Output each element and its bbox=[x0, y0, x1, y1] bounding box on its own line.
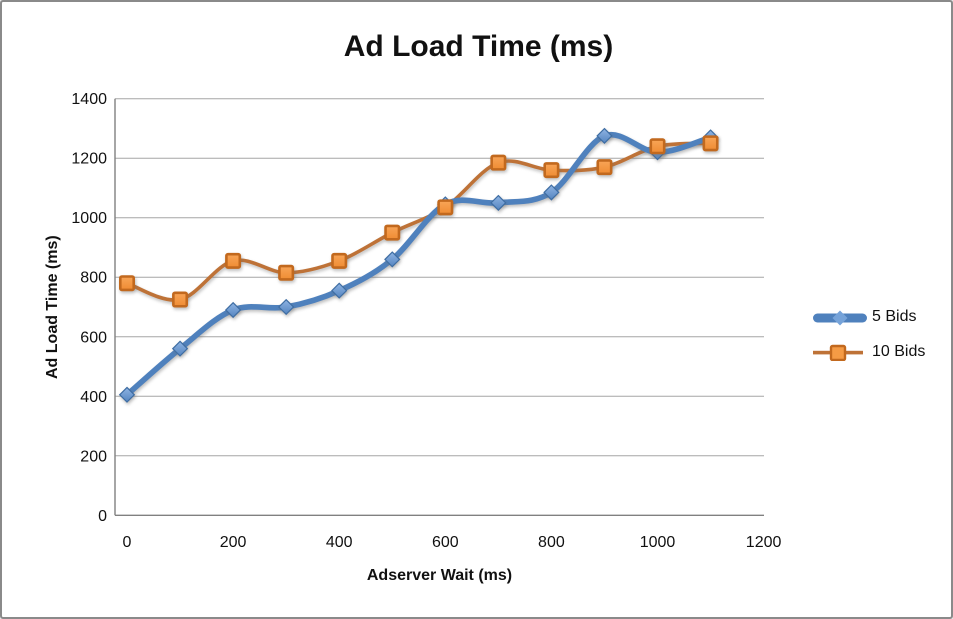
data-point-10-bids bbox=[543, 162, 560, 179]
y-tick-label: 200 bbox=[80, 448, 107, 465]
y-axis-title: Ad Load Time (ms) bbox=[44, 235, 61, 379]
x-tick-label: 800 bbox=[538, 534, 565, 551]
y-tick-label: 1400 bbox=[71, 91, 107, 108]
data-point-5-bids bbox=[596, 127, 613, 145]
y-tick-label: 600 bbox=[80, 329, 107, 346]
series-markers-10-bids bbox=[119, 135, 719, 308]
y-tick-label: 800 bbox=[80, 270, 107, 287]
x-tick-label: 0 bbox=[123, 534, 132, 551]
legend-swatch-5-bids-icon bbox=[813, 310, 867, 325]
data-point-10-bids bbox=[649, 138, 666, 155]
data-point-10-bids bbox=[437, 199, 454, 216]
legend-label-5-bids: 5 Bids bbox=[872, 308, 917, 325]
x-tick-label: 200 bbox=[220, 534, 247, 551]
data-point-5-bids bbox=[490, 194, 507, 211]
data-point-5-bids bbox=[384, 251, 401, 268]
data-point-5-bids bbox=[171, 340, 189, 357]
x-tick-label: 1000 bbox=[640, 534, 676, 551]
x-tick-label: 400 bbox=[326, 534, 353, 551]
data-point-5-bids bbox=[331, 282, 348, 299]
legend-item-5-bids: 5 Bids bbox=[812, 308, 925, 326]
legend-item-10-bids: 10 Bids bbox=[812, 343, 925, 361]
series-line-10-bids bbox=[125, 141, 713, 302]
y-tick-label: 1000 bbox=[71, 210, 107, 227]
x-tick-label: 1200 bbox=[746, 534, 782, 551]
series-line-5-bids bbox=[124, 131, 714, 398]
chart-title: Ad Load Time (ms) bbox=[343, 30, 614, 63]
data-point-10-bids bbox=[119, 275, 136, 292]
data-point-10-bids bbox=[702, 135, 719, 152]
data-point-10-bids bbox=[384, 224, 401, 241]
data-point-5-bids bbox=[543, 184, 560, 201]
x-axis-title: Adserver Wait (ms) bbox=[366, 567, 513, 584]
data-point-10-bids bbox=[278, 264, 295, 281]
data-point-10-bids bbox=[596, 159, 613, 176]
data-point-5-bids bbox=[278, 298, 295, 316]
data-point-5-bids bbox=[118, 386, 136, 403]
data-point-10-bids bbox=[331, 252, 348, 269]
legend: 5 Bids 10 Bids bbox=[812, 308, 925, 361]
y-tick-label: 1200 bbox=[71, 151, 107, 168]
data-point-10-bids bbox=[490, 154, 507, 171]
x-tick-label: 600 bbox=[432, 534, 459, 551]
data-point-10-bids bbox=[225, 252, 242, 269]
legend-label-10-bids: 10 Bids bbox=[872, 343, 926, 360]
y-tick-label: 400 bbox=[80, 389, 107, 406]
data-point-5-bids bbox=[224, 301, 242, 319]
data-point-10-bids bbox=[172, 291, 189, 308]
legend-swatch-10-bids-icon bbox=[813, 344, 863, 361]
series-markers-5-bids bbox=[118, 127, 719, 403]
y-tick-label: 0 bbox=[98, 508, 107, 525]
